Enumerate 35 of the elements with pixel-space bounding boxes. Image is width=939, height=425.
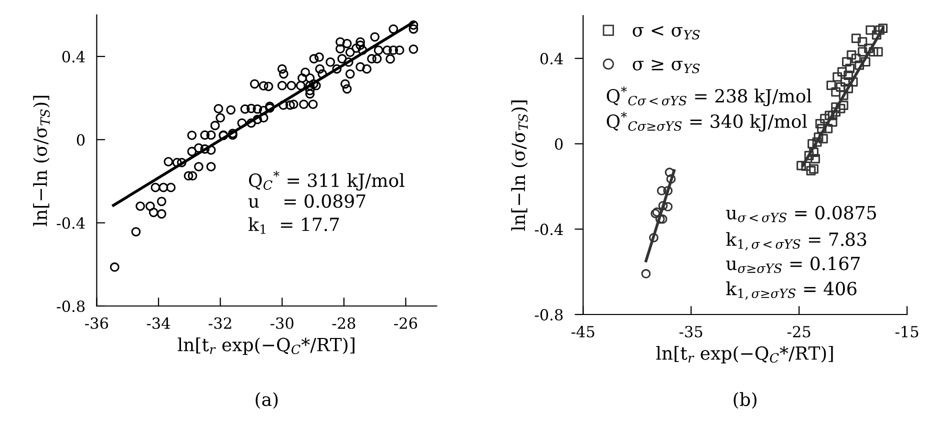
x-tick-label: -45 (571, 326, 594, 338)
annotation: k$_{1,σ≥σYS}$ = 406 (726, 281, 856, 300)
annotation: k$_{1,σ<σYS}$ = 7.83 (726, 232, 866, 250)
y-tick-label: -0.4 (534, 224, 563, 236)
annotation: Q$_{C}$$^{*}$ = 311 kJ/mol (248, 170, 404, 191)
annotation: u$_{σ<σYS}$ = 0.0875 (726, 206, 876, 222)
y-axis-title: ln[−ln (σ/σ$_{TS}$)] (511, 100, 528, 231)
annotation: Q$^{*}$$_{Cσ<σYS}$ = 238 kJ/mol (606, 86, 812, 106)
x-tick-label: -26 (394, 317, 418, 329)
annotation: Q$^{*}$$_{Cσ≥σYS}$ = 340 kJ/mol (606, 112, 807, 132)
annotation: u = 0.0897 (248, 194, 366, 208)
annotation: u$_{σ≥σYS}$ = 0.167 (726, 256, 860, 274)
text: (b) (734, 392, 756, 409)
y-tick-label: -0.4 (56, 217, 85, 229)
legend-label: σ < σ$_{YS}$ (632, 26, 700, 40)
y-tick-label: 0 (76, 134, 85, 146)
y-tick-label: 0.4 (540, 52, 563, 64)
text: k$_{1}$ = 17.7 (248, 217, 339, 234)
x-tick-label: -25 (787, 326, 810, 338)
x-tick-label: -30 (270, 317, 294, 329)
x-axis-title: ln[t$_{r}$ exp(−Q$_{C}$*/RT)] (656, 346, 833, 364)
x-tick-label: -28 (332, 317, 356, 329)
x-axis-title: ln[t$_{r}$ exp(−Q$_{C}$*/RT)] (178, 337, 354, 355)
x-tick-label: -35 (679, 326, 702, 338)
text: (a) (256, 392, 278, 409)
y-tick-label: 0 (554, 138, 563, 150)
y-tick-label: -0.8 (534, 308, 563, 321)
x-tick-label: -15 (895, 326, 918, 338)
x-tick-label: -34 (146, 317, 170, 329)
y-axis-title: ln[−ln (σ/σ$_{TS}$)] (33, 96, 50, 226)
y-tick-label: -0.8 (56, 300, 85, 312)
y-tick-label: 0.4 (62, 50, 85, 62)
legend-label: σ ≥ σ$_{YS}$ (632, 60, 700, 74)
x-tick-label: -36 (85, 317, 108, 329)
x-tick-label: -32 (208, 317, 232, 329)
